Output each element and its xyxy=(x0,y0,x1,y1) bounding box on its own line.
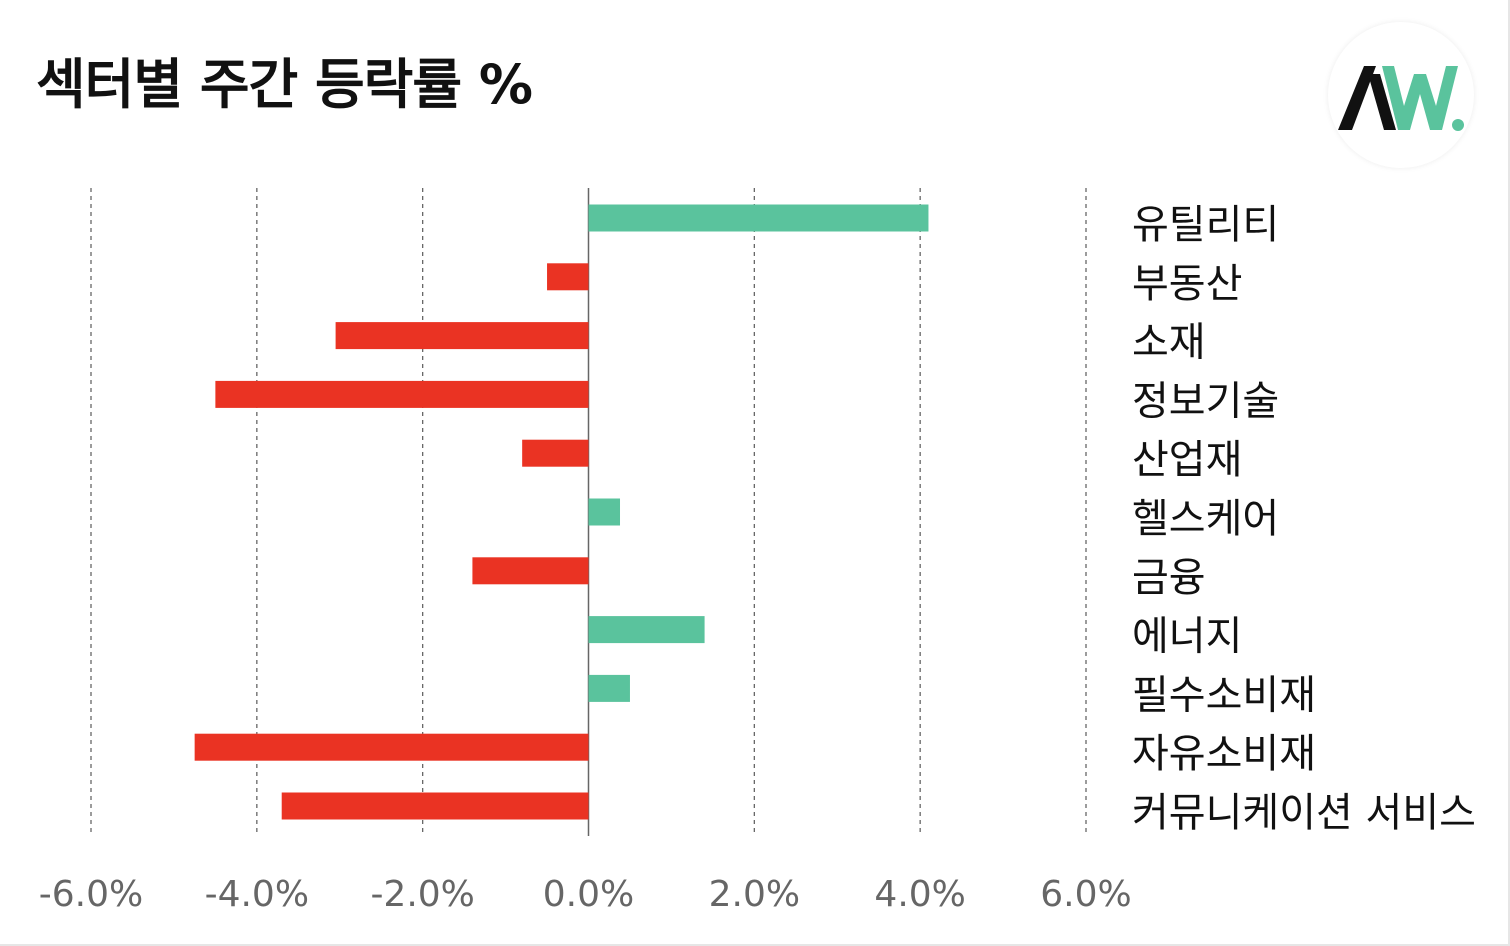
bar xyxy=(335,322,589,350)
bar xyxy=(588,674,630,702)
bar xyxy=(588,616,705,644)
category-label: 부동산 xyxy=(1132,261,1242,307)
category-label: 필수소비재 xyxy=(1132,672,1316,718)
aw-logo xyxy=(1328,22,1474,168)
bar xyxy=(215,380,589,408)
category-label: 금융 xyxy=(1132,555,1206,601)
x-tick-label: 2.0% xyxy=(709,874,800,915)
x-tick-label: -2.0% xyxy=(370,874,474,915)
bar xyxy=(281,792,589,820)
bar xyxy=(194,733,589,761)
bar xyxy=(588,204,929,232)
category-label: 자유소비재 xyxy=(1132,731,1316,777)
category-label: 소재 xyxy=(1132,320,1206,366)
x-tick-label: -6.0% xyxy=(39,874,143,915)
category-label: 산업재 xyxy=(1132,437,1242,483)
category-label: 유틸리티 xyxy=(1132,202,1279,248)
bar xyxy=(522,439,589,467)
x-tick-label: -4.0% xyxy=(205,874,309,915)
x-tick-label: 0.0% xyxy=(543,874,634,915)
bar xyxy=(588,498,621,526)
x-tick-label: 6.0% xyxy=(1040,874,1131,915)
bar xyxy=(472,557,589,585)
x-tick-label: 4.0% xyxy=(874,874,965,915)
chart-title: 섹터별 주간 등락률 % xyxy=(36,53,533,116)
category-label: 커뮤니케이션 서비스 xyxy=(1132,790,1476,836)
bar xyxy=(547,263,589,291)
aw-logo-icon xyxy=(1338,66,1464,131)
category-label: 에너지 xyxy=(1132,614,1242,660)
category-label: 헬스케어 xyxy=(1132,496,1279,542)
category-label: 정보기술 xyxy=(1132,378,1279,424)
